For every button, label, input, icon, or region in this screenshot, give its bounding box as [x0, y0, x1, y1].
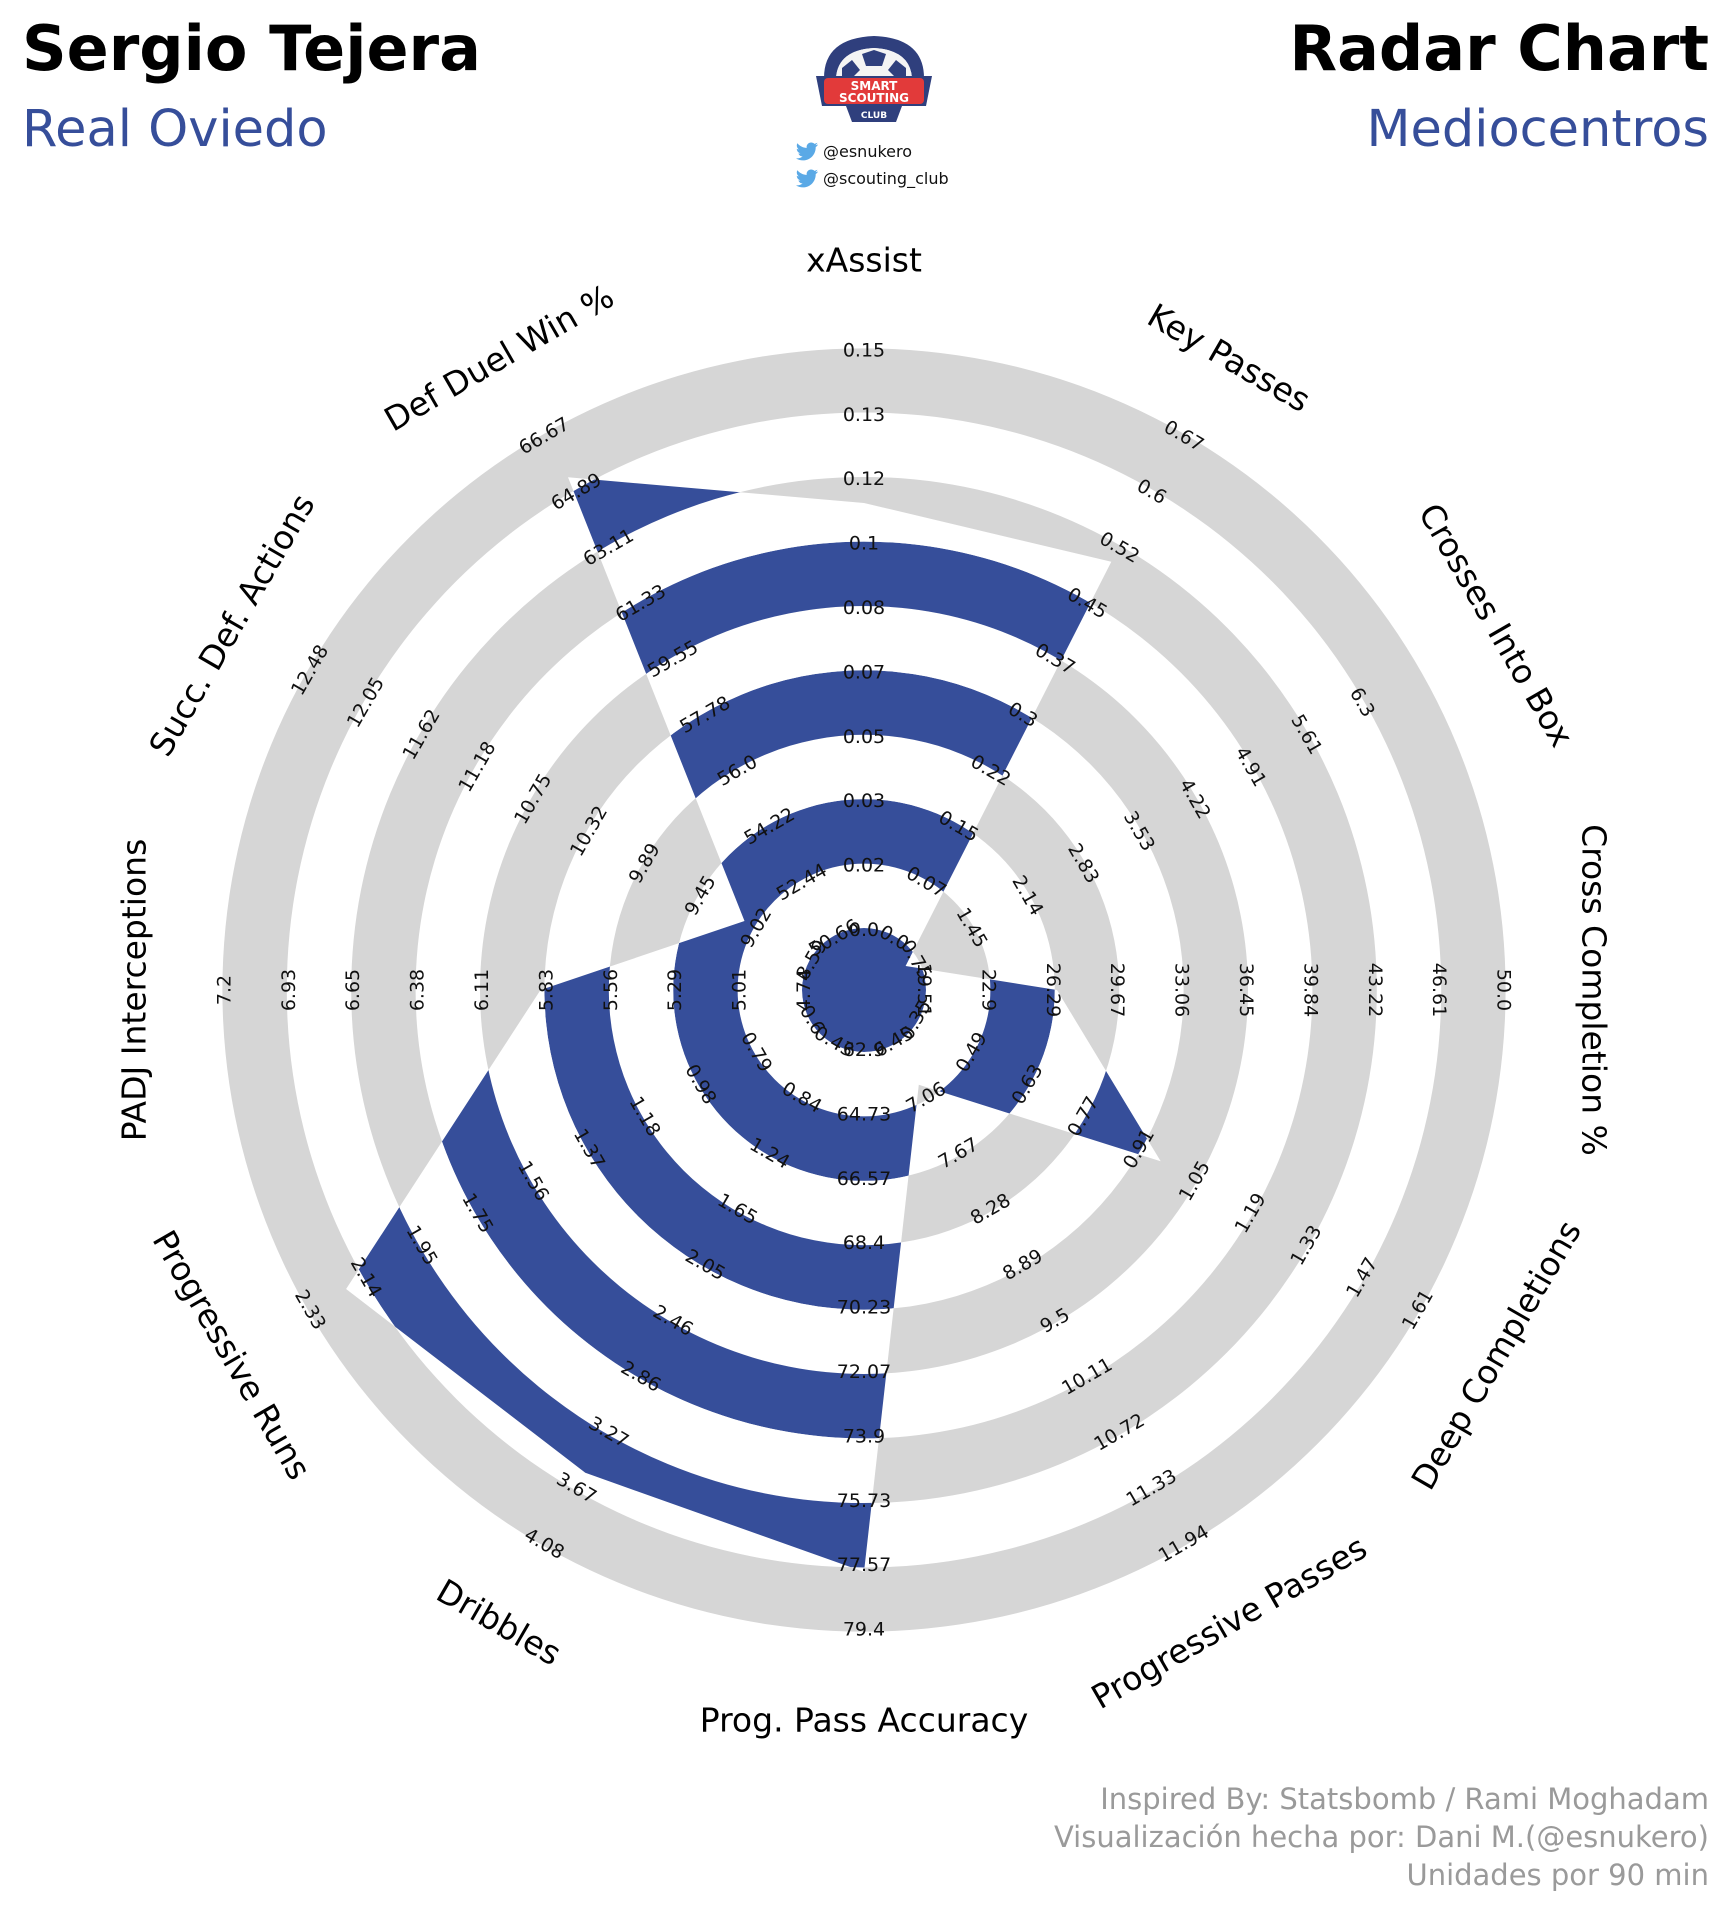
tick-label: 0.15 [843, 339, 885, 361]
tick-label: 70.23 [837, 1297, 891, 1319]
tick-label: 0.12 [843, 468, 885, 490]
handle-2[interactable]: @scouting_club [823, 169, 949, 188]
handle-row-2: @scouting_club [795, 165, 949, 192]
team-name: Real Oviedo [22, 100, 328, 159]
tick-label: 68.4 [843, 1232, 885, 1254]
center-disk [802, 928, 926, 1052]
handle-row-1: @esnukero [795, 138, 949, 165]
logo-text-3: CLUB [861, 111, 887, 121]
chart-title: Radar Chart [1289, 12, 1709, 85]
tick-label: 5.56 [600, 969, 622, 1011]
tick-label: 22.9 [977, 969, 999, 1011]
tick-label: 66.57 [837, 1168, 891, 1190]
logo-text-1: SMART [851, 79, 899, 93]
tick-label: 64.73 [837, 1103, 891, 1125]
tick-label: 26.29 [1042, 963, 1064, 1017]
tick-label: 5.29 [664, 969, 686, 1011]
position-label: Mediocentros [1366, 100, 1709, 159]
twitter-bird-icon [796, 142, 818, 160]
tick-label: 6.11 [471, 969, 493, 1011]
tick-label: 6.93 [278, 969, 300, 1011]
tick-label: 0.0 [849, 919, 879, 941]
tick-label: 79.4 [843, 1619, 885, 1641]
tick-label: 33.06 [1171, 963, 1193, 1017]
param-label: Prog. Pass Accuracy [700, 1701, 1028, 1740]
tick-label: 0.13 [843, 404, 885, 426]
tick-label: 6.38 [407, 969, 429, 1011]
footer-credit: Inspired By: Statsbomb / Rami Moghadam [1100, 1782, 1709, 1816]
tick-label: 73.9 [843, 1425, 885, 1447]
player-name: Sergio Tejera [22, 12, 481, 85]
tick-label: 5.01 [729, 969, 751, 1011]
footer: Inspired By: Statsbomb / Rami Moghadam V… [1054, 1780, 1709, 1894]
param-label: PADJ Interceptions [115, 839, 154, 1142]
tick-label: 43.22 [1364, 963, 1386, 1017]
tick-label: 0.08 [843, 597, 885, 619]
tick-label: 0.05 [843, 726, 885, 748]
tick-label: 6.65 [342, 969, 364, 1011]
tick-label: 77.57 [837, 1554, 891, 1576]
param-label: Cross Completion % [1575, 824, 1614, 1156]
tick-label: 4.74 [793, 969, 815, 1011]
tick-label: 29.67 [1106, 963, 1128, 1017]
smart-scouting-club-logo: SMART SCOUTING CLUB [816, 36, 932, 122]
logo-text-2: SCOUTING [839, 91, 909, 105]
tick-label: 62.9 [843, 1039, 885, 1061]
tick-label: 36.45 [1235, 963, 1257, 1017]
twitter-bird-icon [796, 169, 818, 187]
tick-label: 19.51 [913, 963, 935, 1017]
tick-label: 0.07 [843, 661, 885, 683]
tick-label: 75.73 [837, 1490, 891, 1512]
tick-label: 46.61 [1428, 963, 1450, 1017]
param-label: xAssist [806, 241, 922, 280]
social-handles: @esnukero @scouting_club [795, 138, 949, 192]
tick-label: 72.07 [837, 1361, 891, 1383]
tick-label: 50.0 [1493, 969, 1515, 1011]
tick-label: 7.2 [213, 975, 235, 1005]
tick-label: 0.1 [849, 533, 879, 555]
tick-label: 5.83 [535, 969, 557, 1011]
footer-author: Visualización hecha por: Dani M.(@esnuke… [1053, 1820, 1709, 1854]
tick-label: 39.84 [1299, 963, 1321, 1017]
tick-label: 0.03 [843, 790, 885, 812]
footer-units: Unidades por 90 min [1406, 1858, 1709, 1892]
handle-1[interactable]: @esnukero [823, 142, 913, 161]
tick-label: 0.02 [843, 855, 885, 877]
param-label: Dribbles [430, 1571, 568, 1673]
param-label: Key Passes [1141, 296, 1317, 420]
